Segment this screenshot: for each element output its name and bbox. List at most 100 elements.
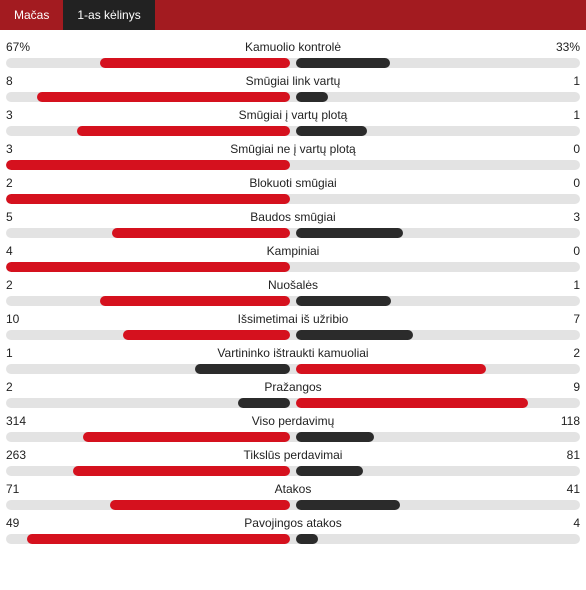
stat-row-head: 3Smūgiai ne į vartų plotą0 [6, 142, 580, 156]
stat-left-value: 71 [6, 482, 38, 496]
stat-row: 2Blokuoti smūgiai0 [6, 176, 580, 204]
stat-right-value: 0 [548, 244, 580, 258]
stat-bar [6, 262, 580, 272]
stat-bar-left [37, 92, 289, 102]
stat-row: 2Pražangos9 [6, 380, 580, 408]
stat-bar [6, 92, 580, 102]
stat-right-value: 33% [548, 40, 580, 54]
stat-bar-right [296, 534, 317, 544]
stat-bar-left [195, 364, 289, 374]
stat-bar-left [73, 466, 290, 476]
stat-row-head: 5Baudos smūgiai3 [6, 210, 580, 224]
stat-row-head: 3Smūgiai į vartų plotą1 [6, 108, 580, 122]
stat-name: Atakos [38, 482, 548, 496]
stat-row-head: 67%Kamuolio kontrolė33% [6, 40, 580, 54]
stat-bar-right [296, 432, 373, 442]
stat-bar-right [296, 500, 400, 510]
stat-right-value: 3 [548, 210, 580, 224]
stat-bar [6, 126, 580, 136]
stat-left-value: 2 [6, 380, 38, 394]
stat-right-value: 1 [548, 278, 580, 292]
stat-bar [6, 466, 580, 476]
stat-bar-right [296, 466, 363, 476]
stat-left-value: 314 [6, 414, 38, 428]
stat-name: Kamuolio kontrolė [38, 40, 548, 54]
stat-bar-right [296, 92, 327, 102]
stat-bar-left [77, 126, 290, 136]
stat-row-head: 314Viso perdavimų118 [6, 414, 580, 428]
stat-row-head: 49Pavojingos atakos4 [6, 516, 580, 530]
stat-row: 49Pavojingos atakos4 [6, 516, 580, 544]
stat-left-value: 5 [6, 210, 38, 224]
stat-name: Blokuoti smūgiai [38, 176, 548, 190]
stat-bar [6, 160, 580, 170]
stat-right-value: 9 [548, 380, 580, 394]
stat-bar-right [296, 58, 390, 68]
stat-name: Smūgiai į vartų plotą [38, 108, 548, 122]
stat-bar [6, 534, 580, 544]
stat-right-value: 2 [548, 346, 580, 360]
stat-row: 3Smūgiai į vartų plotą1 [6, 108, 580, 136]
stat-bar-right [296, 126, 367, 136]
tabs-bar: Mačas1-as kėlinys [0, 0, 586, 30]
stat-row-head: 2Pražangos9 [6, 380, 580, 394]
stat-row: 1Vartininko ištraukti kamuoliai2 [6, 346, 580, 374]
stat-bar-left [123, 330, 290, 340]
stat-bar-left [238, 398, 290, 408]
stat-left-value: 49 [6, 516, 38, 530]
stat-bar-right [296, 228, 402, 238]
stat-bar-left [6, 160, 290, 170]
stat-row: 4Kampiniai0 [6, 244, 580, 272]
stat-bar-left [27, 534, 289, 544]
stat-name: Pavojingos atakos [38, 516, 548, 530]
stat-bar [6, 228, 580, 238]
stat-bar [6, 364, 580, 374]
tab-0[interactable]: Mačas [0, 0, 63, 30]
stat-row: 71Atakos41 [6, 482, 580, 510]
stat-name: Viso perdavimų [38, 414, 548, 428]
stat-row: 314Viso perdavimų118 [6, 414, 580, 442]
stat-name: Smūgiai ne į vartų plotą [38, 142, 548, 156]
stat-right-value: 1 [548, 74, 580, 88]
stat-row: 2Nuošalės1 [6, 278, 580, 306]
stat-right-value: 118 [548, 414, 580, 428]
stat-bar-right [296, 296, 390, 306]
stat-bar-left [110, 500, 290, 510]
stat-bar-left [112, 228, 289, 238]
stat-bar-left [6, 262, 290, 272]
stat-right-value: 0 [548, 142, 580, 156]
stat-right-value: 81 [548, 448, 580, 462]
stat-name: Kampiniai [38, 244, 548, 258]
stat-left-value: 2 [6, 176, 38, 190]
stat-bar-right [296, 364, 485, 374]
stat-row: 10Išsimetimai iš užribio7 [6, 312, 580, 340]
stat-left-value: 3 [6, 108, 38, 122]
stat-bar-right [296, 330, 413, 340]
tab-1[interactable]: 1-as kėlinys [63, 0, 154, 30]
stat-row-head: 263Tikslūs perdavimai81 [6, 448, 580, 462]
stat-left-value: 8 [6, 74, 38, 88]
stat-bar-left [100, 58, 290, 68]
stat-bar [6, 500, 580, 510]
stat-bar-right [296, 398, 528, 408]
stat-row-head: 71Atakos41 [6, 482, 580, 496]
stat-left-value: 263 [6, 448, 38, 462]
stat-name: Pražangos [38, 380, 548, 394]
stat-row-head: 10Išsimetimai iš užribio7 [6, 312, 580, 326]
stat-left-value: 2 [6, 278, 38, 292]
stat-bar-left [100, 296, 289, 306]
stat-bar [6, 432, 580, 442]
stat-left-value: 4 [6, 244, 38, 258]
stat-left-value: 10 [6, 312, 38, 326]
stat-left-value: 3 [6, 142, 38, 156]
stat-name: Smūgiai link vartų [38, 74, 548, 88]
stat-right-value: 4 [548, 516, 580, 530]
stat-row: 8Smūgiai link vartų1 [6, 74, 580, 102]
stat-bar [6, 398, 580, 408]
stat-row: 3Smūgiai ne į vartų plotą0 [6, 142, 580, 170]
stats-panel: 67%Kamuolio kontrolė33% 8Smūgiai link var… [0, 30, 586, 556]
stat-bar [6, 194, 580, 204]
stat-name: Nuošalės [38, 278, 548, 292]
stat-bar [6, 58, 580, 68]
stat-row: 67%Kamuolio kontrolė33% [6, 40, 580, 68]
